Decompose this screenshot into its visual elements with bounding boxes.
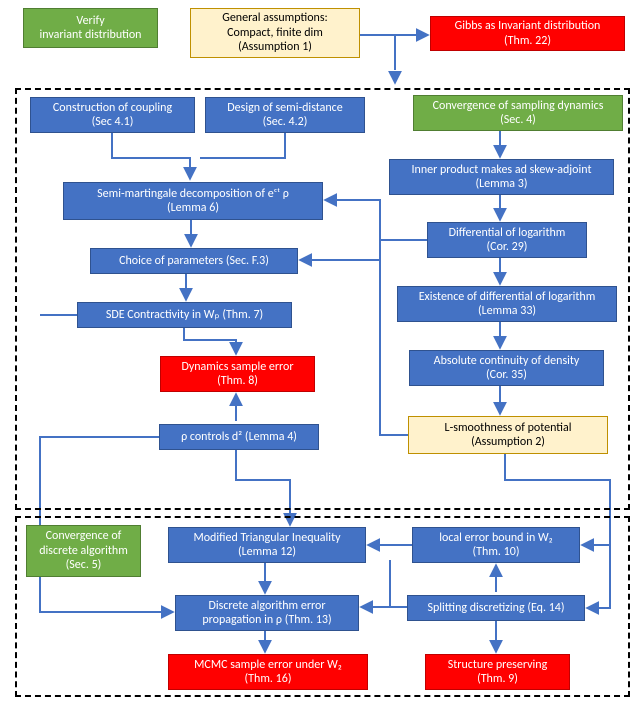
- n_conv_samp: Convergence of sampling dynamics(Sec. 4): [413, 95, 623, 131]
- n_sdecontr: SDE Contractivity in Wₚ (Thm. 7): [77, 302, 292, 328]
- n_abscont: Absolute continuity of density(Cor. 35): [409, 350, 604, 386]
- n_skew-label: Inner product makes ad skew-adjoint(Lemm…: [412, 163, 592, 192]
- n_dynerr-label: Dynamics sample error(Thm. 8): [181, 360, 293, 389]
- n_coupling-label: Construction of coupling(Sec 4.1): [53, 101, 172, 130]
- n_exist: Existence of differential of logarithm(L…: [397, 286, 617, 322]
- n_assump1-label: General assumptions:Compact, finite dim(…: [222, 11, 327, 54]
- n_modtri-label: Modified Triangular Inequality(Lemma 12): [193, 531, 340, 560]
- n_struct: Structure preserving(Thm. 9): [425, 654, 570, 690]
- n_discprop: Discrete algorithm errorpropagation in ρ…: [175, 595, 359, 631]
- n_gibbs: Gibbs as Invariant distribution(Thm. 22): [430, 16, 625, 51]
- n_choice: Choice of parameters (Sec. F.3): [90, 248, 298, 274]
- n_rhod2: ρ controls d² (Lemma 4): [159, 424, 319, 450]
- n_localerr-label: local error bound in W₂(Thm. 10): [439, 531, 552, 560]
- n_verify: Verifyinvariant distribution: [23, 8, 158, 48]
- n_split-label: Splitting discretizing (Eq. 14): [427, 601, 564, 615]
- n_exist-label: Existence of differential of logarithm(L…: [419, 290, 596, 319]
- n_gibbs-label: Gibbs as Invariant distribution(Thm. 22): [455, 19, 601, 48]
- n_conv_samp-label: Convergence of sampling dynamics(Sec. 4): [433, 99, 604, 128]
- canvas: Verifyinvariant distribution General assu…: [0, 0, 640, 704]
- n_modtri: Modified Triangular Inequality(Lemma 12): [168, 527, 366, 563]
- n_assump1: General assumptions:Compact, finite dim(…: [190, 8, 360, 58]
- arrow: [360, 35, 395, 70]
- n_mcmc-label: MCMC sample error under W₂(Thm. 16): [194, 658, 342, 687]
- n_dynerr: Dynamics sample error(Thm. 8): [160, 356, 315, 392]
- n_coupling: Construction of coupling(Sec 4.1): [30, 97, 195, 133]
- n_lsmooth-label: L-smoothness of potential(Assumption 2): [445, 421, 572, 450]
- n_difflog: Differential of logarithm(Cor. 29): [427, 222, 587, 258]
- n_discprop-label: Discrete algorithm errorpropagation in ρ…: [202, 599, 331, 628]
- n_semidist: Design of semi-distance(Sec. 4.2): [205, 97, 365, 133]
- n_sdecontr-label: SDE Contractivity in Wₚ (Thm. 7): [106, 308, 263, 322]
- n_abscont-label: Absolute continuity of density(Cor. 35): [434, 354, 580, 383]
- n_semimart: Semi-martingale decomposition of eᶜᵗ ρ(L…: [63, 182, 323, 220]
- n_difflog-label: Differential of logarithm(Cor. 29): [449, 226, 566, 255]
- n_lsmooth: L-smoothness of potential(Assumption 2): [408, 416, 608, 454]
- n_verify-label: Verifyinvariant distribution: [40, 14, 142, 43]
- n_split: Splitting discretizing (Eq. 14): [407, 595, 585, 621]
- n_semimart-label: Semi-martingale decomposition of eᶜᵗ ρ(L…: [97, 187, 289, 216]
- n_struct-label: Structure preserving(Thm. 9): [448, 658, 548, 687]
- n_choice-label: Choice of parameters (Sec. F.3): [119, 254, 269, 268]
- n_localerr: local error bound in W₂(Thm. 10): [412, 527, 580, 563]
- n_skew: Inner product makes ad skew-adjoint(Lemm…: [389, 159, 614, 195]
- n_semidist-label: Design of semi-distance(Sec. 4.2): [227, 101, 342, 130]
- n_conv_disc-label: Convergence ofdiscrete algorithm(Sec. 5): [39, 529, 128, 572]
- n_mcmc: MCMC sample error under W₂(Thm. 16): [168, 654, 368, 690]
- n_conv_disc: Convergence ofdiscrete algorithm(Sec. 5): [26, 525, 141, 577]
- n_rhod2-label: ρ controls d² (Lemma 4): [181, 430, 297, 444]
